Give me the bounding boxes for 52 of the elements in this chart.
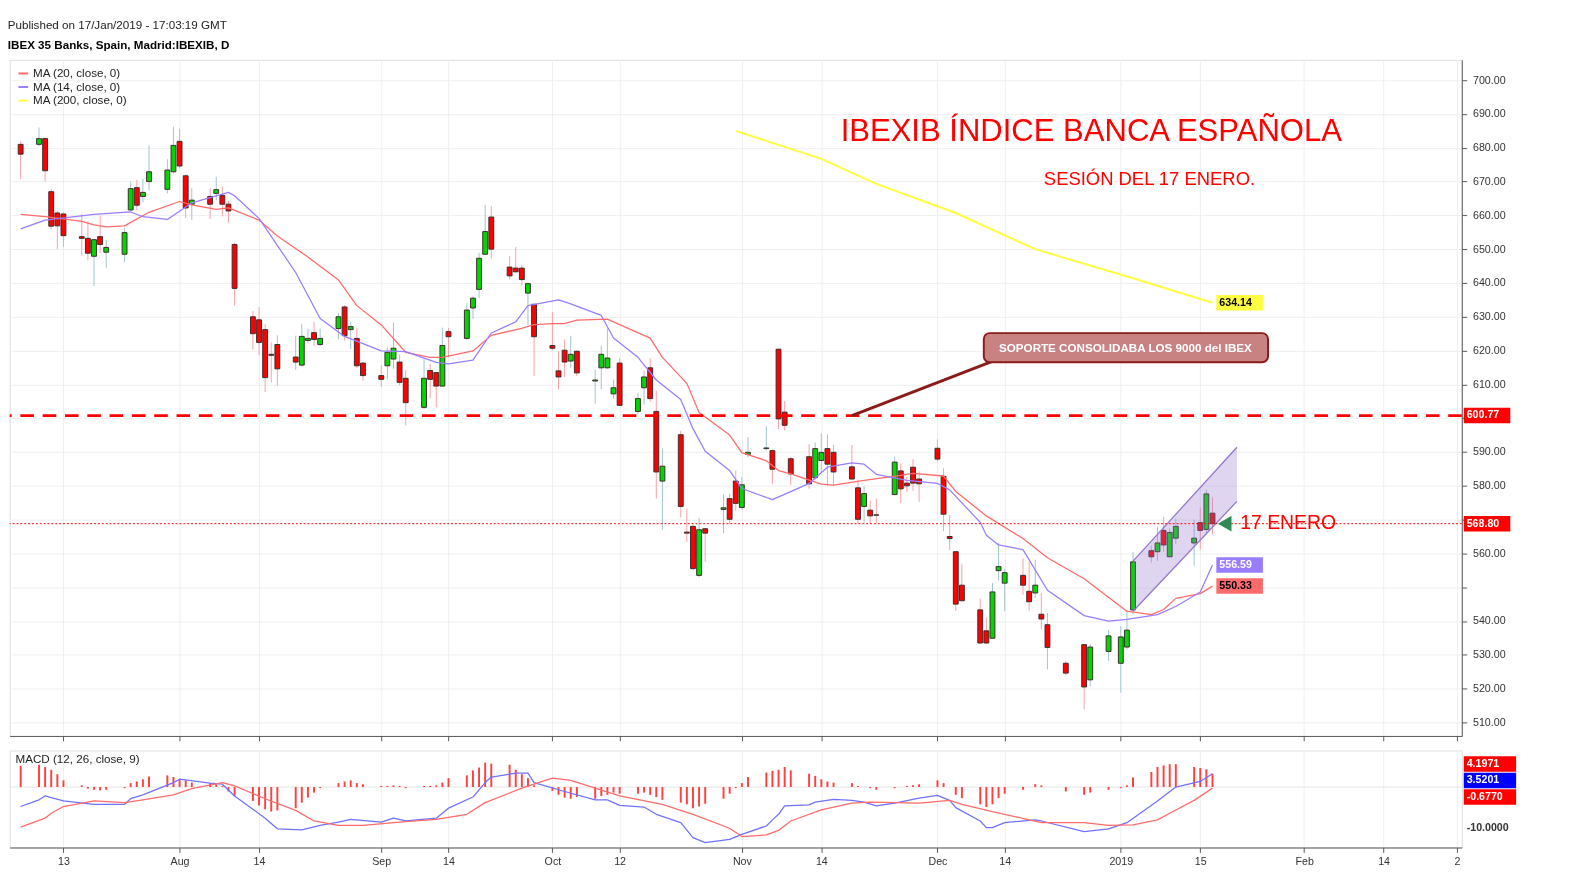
y-tick-label: 700.00 (1472, 73, 1506, 86)
y-tick-label: 540.00 (1472, 614, 1506, 627)
y-tick-label: 690.00 (1472, 107, 1506, 120)
annotation: SOPORTE CONSOLIDABA LOS 9000 del IBEX (999, 340, 1253, 354)
y-tick-label: 510.00 (1472, 715, 1506, 728)
text: 3.5201 (1466, 773, 1500, 786)
x-tick-label: 14 (815, 855, 828, 868)
y-tick-label: 530.00 (1472, 648, 1506, 661)
annotation: 17 ENERO (1240, 511, 1337, 534)
chart-title: MACD (12, 26, close, 9) (15, 752, 140, 766)
y-tick-label: 620.00 (1472, 343, 1506, 356)
y-tick-label: 560.00 (1472, 546, 1506, 559)
y-tick-label: 520.00 (1472, 682, 1506, 695)
text: -10.0000 (1466, 821, 1509, 834)
x-tick-label: 14 (1378, 855, 1391, 868)
y-tick-label: 650.00 (1472, 242, 1506, 255)
x-tick-label: 12 (614, 855, 627, 868)
legend-label: MA (14, close, 0) (32, 79, 121, 93)
text: -0.6770 (1466, 789, 1503, 802)
chart-subtitle: IBEX 35 Banks, Spain, Madrid:IBEXIB, D (7, 37, 230, 51)
text: 4.1971 (1466, 757, 1500, 769)
data-label: 550.33 (1219, 579, 1252, 592)
x-tick-label: Sep (372, 855, 392, 868)
x-tick-label: Feb (1295, 855, 1314, 868)
annotation: SESIÓN DEL 17 ENERO. (1043, 167, 1256, 189)
x-tick-label: 2 (1454, 855, 1461, 868)
x-tick-label: 14 (443, 855, 455, 868)
ref-line-label: 600.77 (1466, 408, 1500, 421)
chart-title: Published on 17/Jan/2019 - 17:03:19 GMT (7, 18, 227, 32)
y-tick-label: 610.00 (1472, 377, 1506, 390)
y-tick-label: 670.00 (1472, 174, 1506, 187)
legend-label: MA (200, close, 0) (32, 93, 127, 107)
data-label: 556.59 (1219, 557, 1252, 570)
annotation: IBEXIB ÍNDICE BANCA ESPAÑOLA (840, 113, 1343, 149)
ref-line-label: 568.80 (1466, 516, 1500, 529)
y-tick-label: 680.00 (1472, 141, 1506, 154)
x-tick-label: Dec (928, 855, 949, 868)
x-tick-label: Nov (732, 855, 753, 868)
y-tick-label: 640.00 (1472, 276, 1506, 289)
x-tick-label: 14 (253, 855, 266, 868)
x-tick-label: 2019 (1109, 855, 1134, 868)
x-tick-label: Aug (170, 855, 190, 868)
x-tick-label: Oct (544, 855, 562, 868)
y-tick-label: 580.00 (1472, 479, 1506, 492)
y-tick-label: 630.00 (1472, 310, 1506, 323)
data-label: 634.14 (1219, 295, 1252, 308)
y-tick-label: 590.00 (1472, 445, 1506, 458)
x-tick-label: 13 (58, 855, 70, 868)
x-tick-label: 15 (1194, 855, 1207, 868)
y-tick-label: 660.00 (1472, 208, 1506, 221)
x-tick-label: 14 (999, 855, 1012, 868)
legend-label: MA (20, close, 0) (32, 66, 121, 80)
